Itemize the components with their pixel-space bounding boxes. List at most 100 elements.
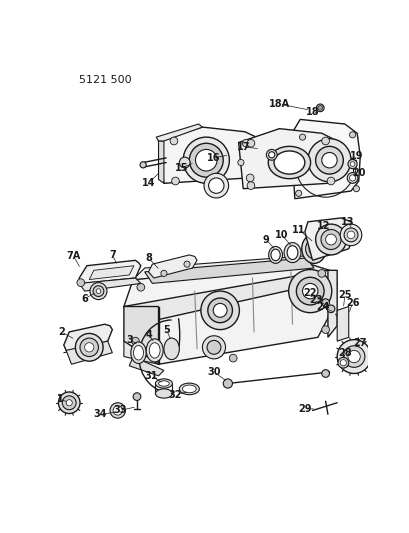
Polygon shape bbox=[336, 306, 348, 341]
Circle shape bbox=[320, 230, 340, 249]
Text: 25: 25 bbox=[337, 290, 351, 300]
Text: 11: 11 bbox=[291, 224, 305, 235]
Ellipse shape bbox=[164, 338, 179, 360]
Text: 26: 26 bbox=[345, 297, 358, 308]
Ellipse shape bbox=[158, 381, 169, 386]
Circle shape bbox=[62, 396, 76, 410]
Ellipse shape bbox=[267, 147, 310, 179]
Circle shape bbox=[183, 137, 229, 183]
Circle shape bbox=[247, 182, 254, 189]
Ellipse shape bbox=[305, 239, 322, 259]
Circle shape bbox=[171, 177, 179, 185]
Text: 20: 20 bbox=[351, 168, 364, 179]
Circle shape bbox=[288, 270, 331, 313]
Text: 7A: 7A bbox=[67, 252, 81, 262]
Text: 3: 3 bbox=[126, 335, 133, 345]
Polygon shape bbox=[133, 255, 317, 280]
Ellipse shape bbox=[286, 246, 297, 260]
Polygon shape bbox=[144, 258, 313, 284]
Circle shape bbox=[93, 286, 103, 296]
Circle shape bbox=[137, 284, 144, 291]
Text: 2: 2 bbox=[58, 327, 65, 337]
Circle shape bbox=[299, 134, 305, 140]
Circle shape bbox=[207, 341, 220, 354]
Circle shape bbox=[343, 228, 357, 242]
Text: 16: 16 bbox=[207, 153, 220, 163]
Polygon shape bbox=[238, 128, 336, 189]
Polygon shape bbox=[148, 255, 197, 278]
Circle shape bbox=[339, 224, 361, 246]
Circle shape bbox=[353, 185, 359, 192]
Circle shape bbox=[339, 360, 346, 366]
Circle shape bbox=[140, 161, 146, 168]
Text: 31: 31 bbox=[144, 371, 157, 381]
Circle shape bbox=[321, 299, 329, 306]
Text: 6: 6 bbox=[81, 294, 88, 304]
Circle shape bbox=[317, 106, 322, 110]
Text: 7: 7 bbox=[109, 250, 115, 260]
Circle shape bbox=[315, 147, 342, 174]
Text: 17: 17 bbox=[236, 142, 249, 152]
Ellipse shape bbox=[130, 342, 146, 364]
Text: 34: 34 bbox=[93, 409, 106, 419]
Polygon shape bbox=[79, 278, 140, 291]
Ellipse shape bbox=[155, 389, 172, 398]
Ellipse shape bbox=[270, 249, 279, 261]
Circle shape bbox=[347, 350, 360, 363]
Circle shape bbox=[348, 175, 355, 181]
Circle shape bbox=[326, 177, 334, 185]
Text: 19: 19 bbox=[349, 151, 362, 161]
Circle shape bbox=[58, 392, 80, 414]
Polygon shape bbox=[124, 306, 158, 364]
Text: 1: 1 bbox=[56, 394, 63, 404]
Circle shape bbox=[160, 270, 166, 277]
Circle shape bbox=[242, 140, 249, 147]
Polygon shape bbox=[156, 124, 202, 141]
Text: 27: 27 bbox=[353, 338, 366, 348]
Circle shape bbox=[346, 173, 357, 183]
Ellipse shape bbox=[155, 379, 172, 388]
Text: 13: 13 bbox=[340, 217, 354, 227]
Ellipse shape bbox=[301, 234, 326, 263]
Polygon shape bbox=[124, 270, 336, 326]
Text: 18: 18 bbox=[305, 107, 319, 117]
Polygon shape bbox=[158, 127, 258, 183]
Circle shape bbox=[307, 139, 350, 182]
Circle shape bbox=[184, 261, 190, 267]
Polygon shape bbox=[64, 324, 112, 353]
Text: 5121 500: 5121 500 bbox=[79, 75, 132, 85]
Circle shape bbox=[349, 161, 354, 166]
Text: 33: 33 bbox=[113, 406, 126, 415]
Circle shape bbox=[342, 346, 364, 367]
Circle shape bbox=[170, 137, 178, 145]
Circle shape bbox=[302, 284, 317, 299]
Polygon shape bbox=[124, 264, 336, 364]
Circle shape bbox=[133, 393, 140, 400]
Circle shape bbox=[207, 298, 232, 322]
Polygon shape bbox=[79, 260, 140, 284]
Circle shape bbox=[321, 152, 336, 168]
Circle shape bbox=[200, 291, 239, 329]
Text: 22: 22 bbox=[303, 288, 316, 298]
Circle shape bbox=[246, 174, 254, 182]
Circle shape bbox=[321, 370, 329, 377]
Text: 30: 30 bbox=[207, 367, 220, 377]
Ellipse shape bbox=[273, 151, 304, 174]
Text: 5: 5 bbox=[162, 325, 169, 335]
Circle shape bbox=[326, 305, 334, 313]
Circle shape bbox=[202, 336, 225, 359]
Circle shape bbox=[295, 190, 301, 196]
Polygon shape bbox=[158, 141, 164, 183]
Circle shape bbox=[317, 270, 325, 277]
Polygon shape bbox=[290, 119, 360, 199]
Text: 29: 29 bbox=[297, 404, 311, 414]
Polygon shape bbox=[327, 270, 336, 337]
Circle shape bbox=[90, 282, 107, 300]
Polygon shape bbox=[66, 341, 112, 364]
Circle shape bbox=[346, 231, 354, 239]
Ellipse shape bbox=[268, 246, 282, 263]
Circle shape bbox=[96, 289, 101, 294]
Circle shape bbox=[321, 137, 329, 145]
Circle shape bbox=[84, 343, 94, 352]
Circle shape bbox=[75, 334, 103, 361]
